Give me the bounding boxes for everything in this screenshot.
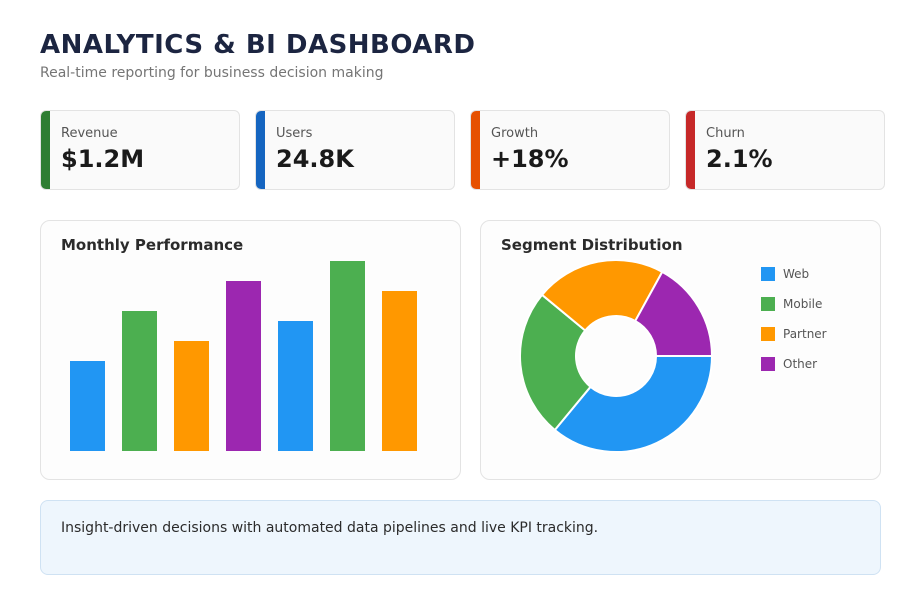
kpi-label: Users [276,126,313,141]
page-title: ANALYTICS & BI DASHBOARD [40,30,476,60]
kpi-label: Churn [706,126,745,141]
slice-mobile [519,293,592,432]
bar-5 [278,321,313,451]
kpi-accent-bar [41,111,50,189]
legend-item-partner: Partner [761,319,827,349]
slice-partner [540,259,664,332]
panel-title: Segment Distribution [501,236,683,254]
insight-text: Insight-driven decisions with automated … [61,520,599,536]
bar-7 [382,291,417,451]
legend-item-mobile: Mobile [761,289,827,319]
legend-label: Other [783,357,818,371]
panel-title: Monthly Performance [61,236,244,254]
slice-web [553,355,714,453]
kpi-accent-bar [471,111,480,189]
kpi-value: +18% [491,145,569,173]
monthly-performance-panel: Monthly Performance [40,220,461,480]
legend-swatch [761,267,775,281]
legend-swatch [761,297,775,311]
legend-label: Partner [783,327,827,341]
bar-3 [174,341,209,451]
chart-legend: Web Mobile Partner Other [761,259,827,379]
kpi-value: 2.1% [706,145,773,173]
kpi-label: Revenue [61,126,118,141]
kpi-card-churn: Churn 2.1% [685,110,885,190]
legend-swatch [761,327,775,341]
kpi-card-users: Users 24.8K [255,110,455,190]
bar-1 [70,361,105,451]
legend-item-other: Other [761,349,827,379]
bar-4 [226,281,261,451]
legend-swatch [761,357,775,371]
kpi-card-growth: Growth +18% [470,110,670,190]
kpi-accent-bar [256,111,265,189]
kpi-card-revenue: Revenue $1.2M [40,110,240,190]
kpi-label: Growth [491,126,539,141]
slice-other [633,270,714,357]
legend-label: Mobile [783,297,823,311]
donut-chart [519,259,714,453]
kpi-value: 24.8K [276,145,354,173]
bar-2 [122,311,157,451]
legend-item-web: Web [761,259,827,289]
legend-label: Web [783,267,810,281]
segment-distribution-panel: Segment Distribution Web Mobile Partner … [480,220,881,480]
kpi-value: $1.2M [61,145,145,173]
bar-chart [70,261,417,451]
kpi-accent-bar [686,111,695,189]
insight-banner: Insight-driven decisions with automated … [40,500,881,575]
page-subtitle: Real-time reporting for business decisio… [40,65,384,81]
bar-6 [330,261,365,451]
